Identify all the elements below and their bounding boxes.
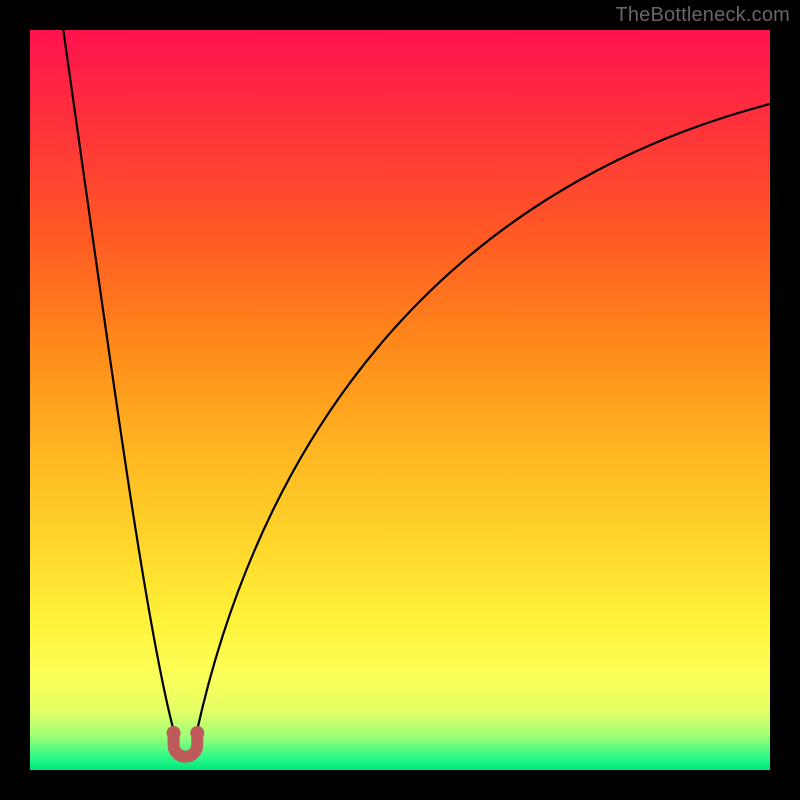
minimum-endcap-left-icon [167, 726, 181, 740]
plot-area [30, 30, 770, 770]
watermark-text: TheBottleneck.com [615, 4, 790, 27]
curve-left-branch [63, 30, 174, 733]
bottleneck-curve-svg [30, 30, 770, 770]
curve-right-branch [197, 104, 771, 733]
minimum-endcap-right-icon [190, 726, 204, 740]
figure-root: TheBottleneck.com [0, 0, 800, 800]
